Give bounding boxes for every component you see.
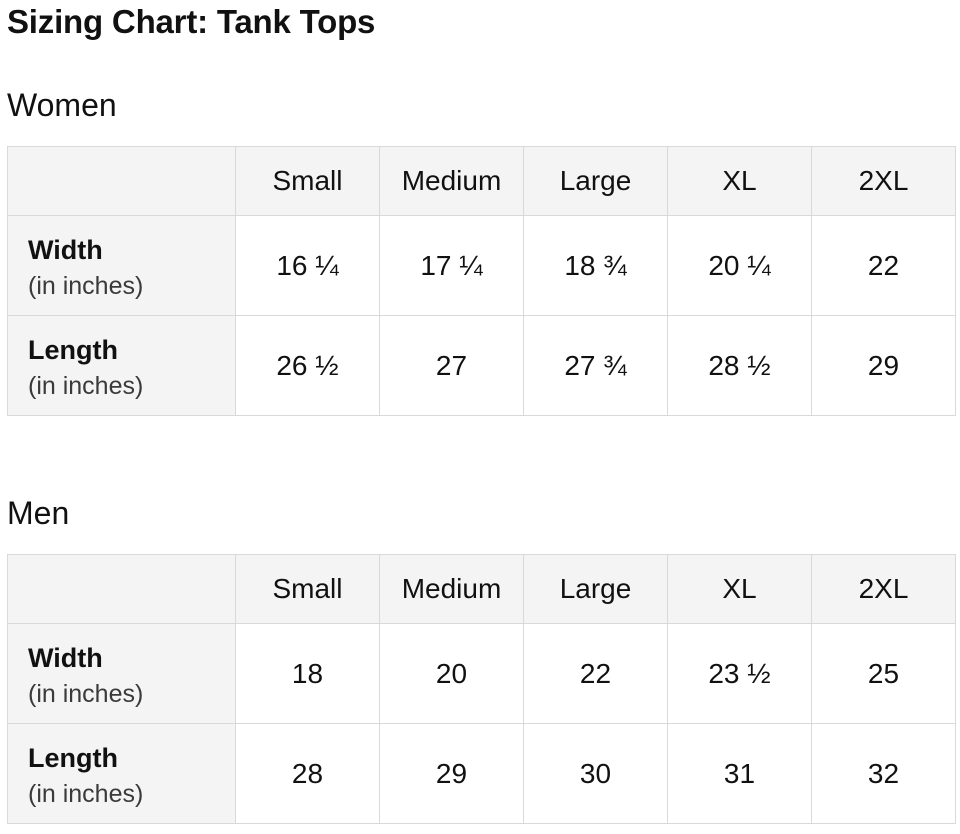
- women-length-row-header: Length (in inches): [7, 315, 236, 416]
- women-length-xl: 28 ½: [667, 315, 812, 416]
- row-sublabel: (in inches): [28, 372, 144, 400]
- men-column-header-xl: XL: [667, 554, 812, 624]
- women-length-large: 27 ¾: [523, 315, 668, 416]
- women-column-header-xl: XL: [667, 146, 812, 216]
- men-corner-cell: [7, 554, 236, 624]
- men-length-row: Length (in inches) 28 29 30 31 32: [7, 723, 956, 824]
- men-length-row-header: Length (in inches): [7, 723, 236, 824]
- row-label: Width: [28, 235, 103, 265]
- men-header-row: Small Medium Large XL 2XL: [7, 554, 956, 624]
- row-sublabel: (in inches): [28, 272, 144, 300]
- row-label: Width: [28, 643, 103, 673]
- men-column-header-2xl: 2XL: [811, 554, 956, 624]
- row-label: Length: [28, 335, 118, 365]
- women-size-table: Small Medium Large XL 2XL Width (in inch…: [7, 146, 956, 416]
- women-header-row: Small Medium Large XL 2XL: [7, 146, 956, 216]
- women-width-row-header: Width (in inches): [7, 215, 236, 316]
- women-length-row: Length (in inches) 26 ½ 27 27 ¾ 28 ½ 29: [7, 315, 956, 416]
- men-length-medium: 29: [379, 723, 524, 824]
- men-column-header-large: Large: [523, 554, 668, 624]
- row-sublabel: (in inches): [28, 780, 144, 808]
- women-column-header-small: Small: [235, 146, 380, 216]
- men-size-table: Small Medium Large XL 2XL Width (in inch…: [7, 554, 956, 824]
- men-length-xl: 31: [667, 723, 812, 824]
- men-column-header-small: Small: [235, 554, 380, 624]
- women-length-small: 26 ½: [235, 315, 380, 416]
- men-width-medium: 20: [379, 623, 524, 724]
- women-width-row: Width (in inches) 16 ¼ 17 ¼ 18 ¾ 20 ¼ 22: [7, 215, 956, 316]
- row-sublabel: (in inches): [28, 680, 144, 708]
- women-corner-cell: [7, 146, 236, 216]
- women-width-2xl: 22: [811, 215, 956, 316]
- section-heading-women: Women: [7, 87, 117, 123]
- men-width-row-header: Width (in inches): [7, 623, 236, 724]
- men-width-2xl: 25: [811, 623, 956, 724]
- men-length-large: 30: [523, 723, 668, 824]
- page-title: Sizing Chart: Tank Tops: [7, 3, 376, 40]
- men-width-row: Width (in inches) 18 20 22 23 ½ 25: [7, 623, 956, 724]
- men-width-large: 22: [523, 623, 668, 724]
- women-column-header-large: Large: [523, 146, 668, 216]
- men-width-small: 18: [235, 623, 380, 724]
- row-label: Length: [28, 743, 118, 773]
- men-length-2xl: 32: [811, 723, 956, 824]
- men-length-small: 28: [235, 723, 380, 824]
- women-length-2xl: 29: [811, 315, 956, 416]
- men-width-xl: 23 ½: [667, 623, 812, 724]
- women-width-small: 16 ¼: [235, 215, 380, 316]
- section-heading-men: Men: [7, 495, 70, 531]
- women-width-medium: 17 ¼: [379, 215, 524, 316]
- women-length-medium: 27: [379, 315, 524, 416]
- women-width-xl: 20 ¼: [667, 215, 812, 316]
- women-width-large: 18 ¾: [523, 215, 668, 316]
- women-column-header-2xl: 2XL: [811, 146, 956, 216]
- women-column-header-medium: Medium: [379, 146, 524, 216]
- men-column-header-medium: Medium: [379, 554, 524, 624]
